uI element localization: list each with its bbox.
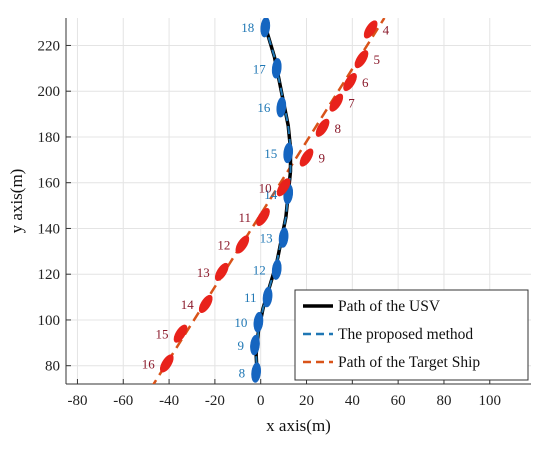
target-time-label: 11	[238, 210, 251, 225]
usv-time-label: 18	[241, 20, 254, 35]
usv-time-label: 16	[257, 100, 271, 115]
y-tick-label: 220	[38, 38, 61, 54]
target-time-label: 9	[319, 151, 326, 166]
x-tick-label: -20	[205, 393, 225, 409]
target-ship-marker	[299, 148, 314, 167]
x-tick-label: 0	[257, 393, 265, 409]
usv-ship-marker	[276, 97, 287, 118]
target-time-label: 16	[142, 356, 156, 371]
target-ship-marker	[276, 178, 291, 197]
legend-item-target-ship-path-label: Path of the Target Ship	[338, 354, 480, 371]
target-ship-marker	[198, 294, 213, 313]
usv-ship-marker	[260, 18, 271, 38]
target-time-label: 6	[362, 75, 369, 90]
y-tick-label: 160	[38, 176, 61, 192]
usv-time-label: 14	[264, 187, 278, 202]
usv-time-label: 15	[264, 146, 277, 161]
x-tick-label: -40	[159, 393, 179, 409]
target-ship-marker	[363, 20, 378, 39]
y-tick-label: 80	[45, 359, 60, 375]
y-tick-label: 140	[38, 221, 61, 237]
target-ship-marker	[354, 50, 369, 69]
target-time-label: 4	[383, 22, 390, 37]
target-time-label: 5	[373, 52, 380, 67]
target-ship-marker	[235, 235, 250, 254]
target-time-label: 8	[335, 121, 342, 136]
usv-ship-marker	[250, 334, 260, 356]
target-time-label: 15	[156, 327, 169, 342]
x-axis-label: x axis(m)	[266, 416, 331, 435]
target-ship-marker	[329, 93, 344, 112]
legend-item-usv-path-label: Path of the USV	[338, 298, 441, 315]
usv-ship-marker	[251, 362, 261, 383]
target-time-label: 7	[348, 96, 355, 111]
target-ship-marker	[315, 118, 330, 137]
usv-time-label: 11	[244, 290, 257, 305]
usv-time-label: 9	[237, 338, 244, 353]
target-ship-marker	[173, 324, 188, 343]
usv-ship-marker	[271, 58, 282, 79]
usv-ship-marker	[253, 312, 264, 333]
usv-ship-marker	[278, 227, 289, 248]
x-tick-label: -60	[113, 393, 133, 409]
target-markers	[159, 20, 378, 373]
usv-ship-marker	[271, 259, 282, 280]
legend: Path of the USV The proposed method Path o…	[294, 289, 529, 381]
usv-ship-marker	[283, 142, 294, 164]
target-time-label: 12	[217, 237, 230, 252]
target-ship-marker	[214, 262, 229, 281]
y-tick-label: 180	[38, 130, 61, 146]
target-time-label: 10	[259, 180, 272, 195]
usv-time-label: 13	[260, 231, 273, 246]
target-ship-marker	[256, 207, 270, 227]
x-tick-label: 20	[299, 393, 314, 409]
usv-time-label: 10	[234, 315, 247, 330]
plot-content	[152, 18, 386, 384]
target-time-label: 14	[181, 297, 195, 312]
series-target-ship-path	[152, 18, 386, 384]
y-tick-label: 120	[38, 267, 61, 283]
y-axis-label: y axis(m)	[7, 169, 26, 234]
legend-box	[294, 289, 529, 381]
usv-time-label: 17	[253, 61, 267, 76]
y-tick-label: 200	[38, 84, 61, 100]
target-ship-marker	[343, 73, 357, 92]
x-tick-label: 60	[391, 393, 406, 409]
target-time-label: 13	[197, 265, 210, 280]
usv-ship-marker	[262, 286, 273, 308]
target-ship-marker	[159, 354, 174, 373]
x-tick-label: 40	[345, 393, 360, 409]
y-tick-label: 100	[38, 313, 61, 329]
x-tick-label: -80	[67, 393, 87, 409]
legend-item-proposed-method-label: The proposed method	[338, 326, 473, 343]
usv-time-label: 8	[239, 366, 246, 381]
usv-time-label: 12	[253, 263, 266, 278]
x-tick-label: 80	[436, 393, 451, 409]
x-tick-label: 100	[479, 393, 502, 409]
